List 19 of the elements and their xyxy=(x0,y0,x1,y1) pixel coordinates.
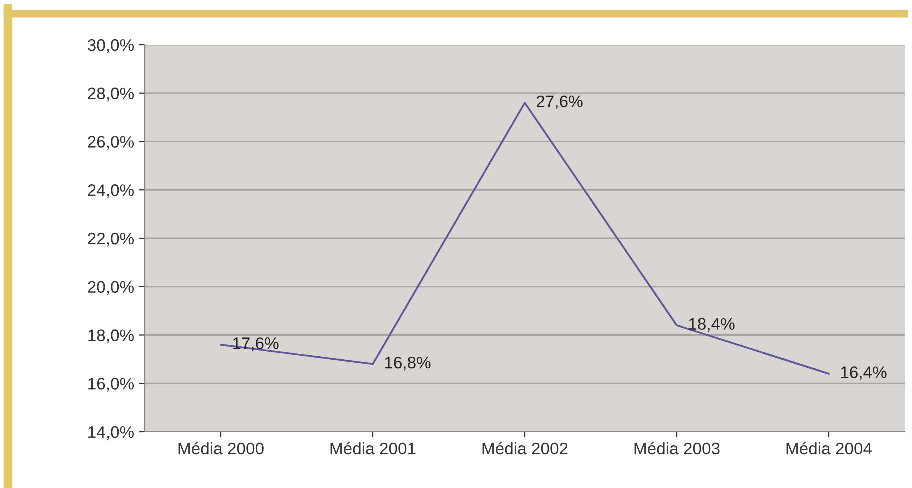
y-tick-label: 28,0% xyxy=(88,88,134,102)
x-tick-label: Média 2003 xyxy=(634,442,720,455)
x-tick-label: Média 2001 xyxy=(330,442,416,455)
x-tick-label: Média 2004 xyxy=(786,442,872,455)
y-tick-label: 24,0% xyxy=(88,184,134,198)
y-tick-label: 22,0% xyxy=(88,232,134,247)
data-label: 16,8% xyxy=(385,356,431,371)
x-tick-label: Média 2000 xyxy=(178,442,264,455)
data-label: 27,6% xyxy=(536,96,583,110)
y-tick-label: 20,0% xyxy=(88,281,134,296)
data-label: 17,6% xyxy=(233,338,279,352)
data-label: 18,4% xyxy=(689,318,735,332)
x-tick-label: Média 2002 xyxy=(482,442,568,455)
y-tick-label: 30,0% xyxy=(88,39,134,54)
y-tick-label: 26,0% xyxy=(88,136,134,150)
data-label: 16,4% xyxy=(841,366,887,380)
y-tick-label: 16,0% xyxy=(88,378,134,392)
y-tick-label: 18,0% xyxy=(88,330,134,344)
y-tick-label: 14,0% xyxy=(88,426,134,440)
